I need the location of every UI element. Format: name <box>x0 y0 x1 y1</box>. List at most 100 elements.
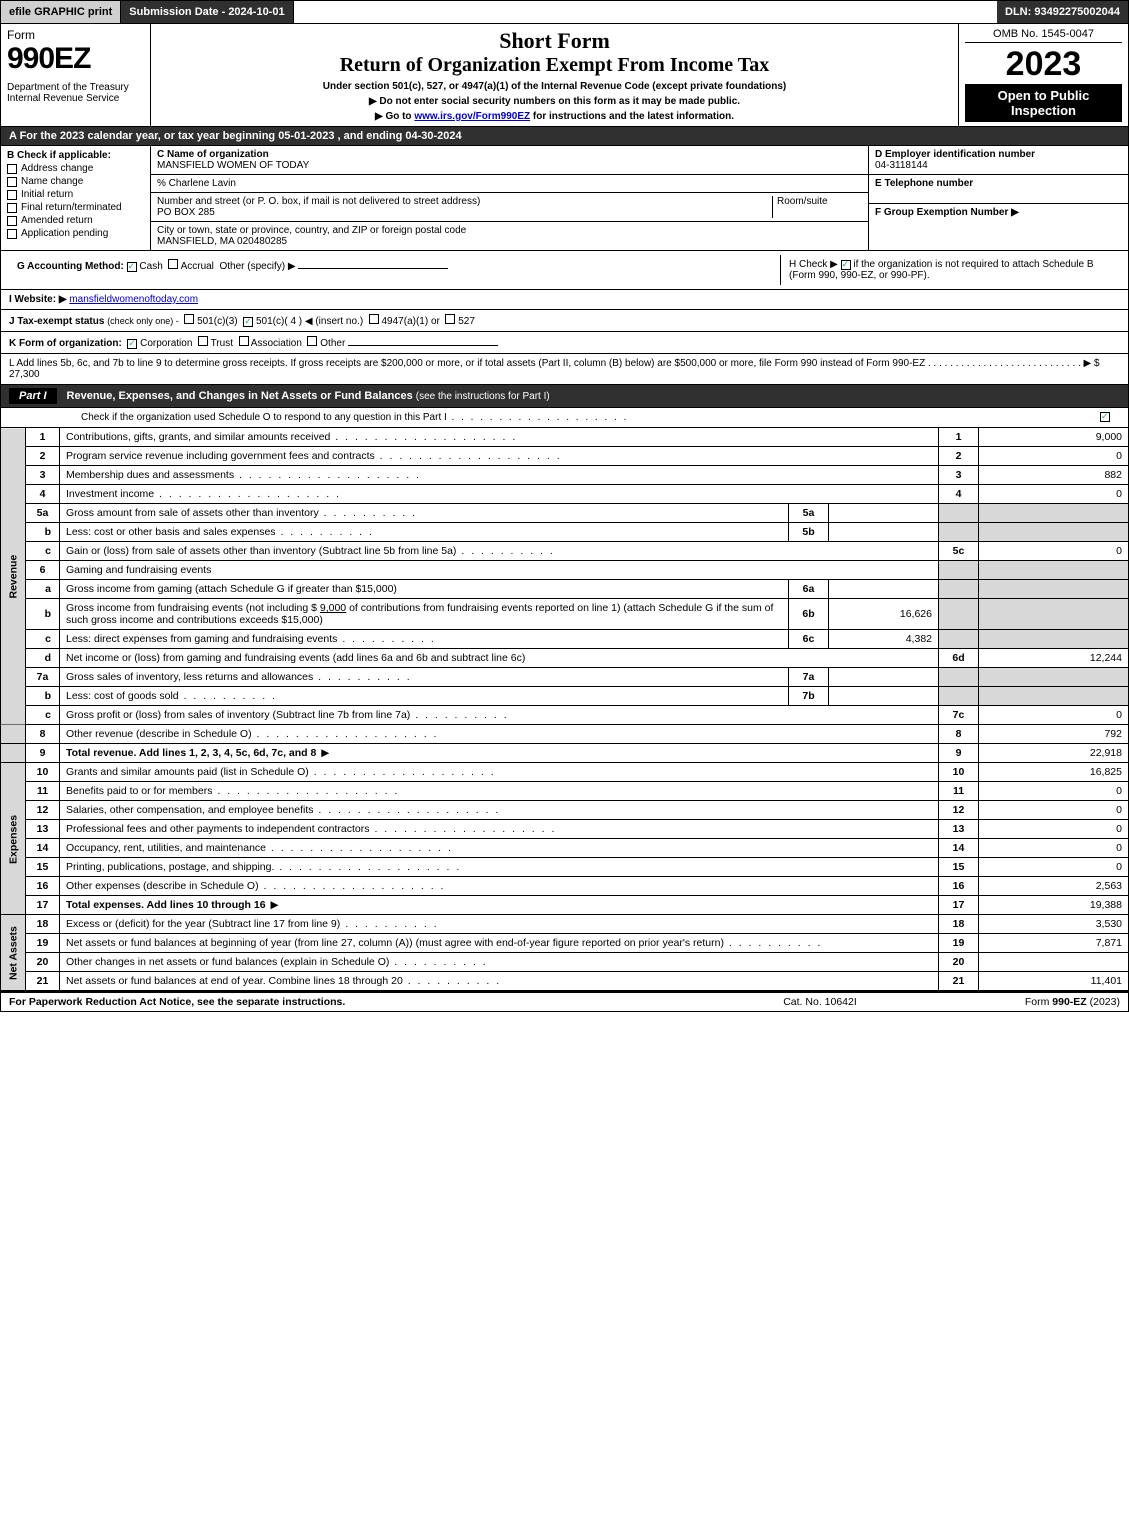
ld: Other expenses (describe in Schedule O) <box>60 877 939 896</box>
k-other-input[interactable] <box>348 345 498 346</box>
line-5b: bLess: cost or other basis and sales exp… <box>1 523 1129 542</box>
l6b-t1: Gross income from fundraising events (no… <box>66 602 320 614</box>
website-link[interactable]: mansfieldwomenoftoday.com <box>69 294 198 305</box>
line-6b: b Gross income from fundraising events (… <box>1 599 1129 630</box>
lv: 0 <box>979 858 1129 877</box>
chk-label: Initial return <box>21 189 73 200</box>
submission-date-button[interactable]: Submission Date - 2024-10-01 <box>121 1 293 23</box>
note2-post: for instructions and the latest informat… <box>530 111 734 122</box>
chk-label: Final return/terminated <box>21 202 122 213</box>
l-text: L Add lines 5b, 6c, and 7b to line 9 to … <box>9 358 1100 369</box>
ld-9: Total revenue. Add lines 1, 2, 3, 4, 5c,… <box>60 744 939 763</box>
chk-4947[interactable] <box>369 314 379 324</box>
chk-initial-return[interactable]: Initial return <box>7 189 144 200</box>
lv <box>979 953 1129 972</box>
chk-527[interactable] <box>445 314 455 324</box>
gray-cell <box>979 523 1129 542</box>
irs-link[interactable]: www.irs.gov/Form990EZ <box>414 111 530 122</box>
ld-17: Total expenses. Add lines 10 through 16 <box>60 896 939 915</box>
gray-cell <box>979 687 1129 706</box>
g-other: Other (specify) ▶ <box>219 261 295 272</box>
lv: 22,918 <box>979 744 1129 763</box>
side-blank <box>1 725 26 744</box>
g-cash: Cash <box>139 261 162 272</box>
ld: Less: cost or other basis and sales expe… <box>60 523 789 542</box>
k-o3: Association <box>251 338 302 349</box>
ln: 7a <box>26 668 60 687</box>
mini-label: 7a <box>789 668 829 687</box>
d-ein-cell: D Employer identification number 04-3118… <box>869 146 1128 175</box>
j-o2: 501(c)( 4 ) ◀ (insert no.) <box>256 316 363 327</box>
gray-cell <box>939 523 979 542</box>
lr: 16 <box>939 877 979 896</box>
chk-amended-return[interactable]: Amended return <box>7 215 144 226</box>
short-form-title: Short Form <box>157 28 952 54</box>
g-accrual: Accrual <box>181 261 214 272</box>
chk-name-change[interactable]: Name change <box>7 176 144 187</box>
part-i-header: Part I Revenue, Expenses, and Changes in… <box>0 385 1129 408</box>
dln-label: DLN: 93492275002044 <box>997 1 1128 23</box>
g-label: G Accounting Method: <box>17 261 124 272</box>
efile-print-button[interactable]: efile GRAPHIC print <box>1 1 121 23</box>
gray-cell <box>939 630 979 649</box>
lv: 3,530 <box>979 915 1129 934</box>
form-word: Form <box>7 28 144 42</box>
chk-address-change[interactable]: Address change <box>7 163 144 174</box>
chk-final-return[interactable]: Final return/terminated <box>7 202 144 213</box>
footer-r-pre: Form <box>1025 996 1052 1008</box>
line-9: 9Total revenue. Add lines 1, 2, 3, 4, 5c… <box>1 744 1129 763</box>
row-j-tax-exempt: J Tax-exempt status (check only one) - 5… <box>0 310 1129 332</box>
k-o2: Trust <box>211 338 233 349</box>
chk-trust[interactable] <box>198 336 208 346</box>
ld-6b: Gross income from fundraising events (no… <box>60 599 789 630</box>
side-revenue: Revenue <box>1 428 26 725</box>
line-6d: dNet income or (loss) from gaming and fu… <box>1 649 1129 668</box>
chk-schedule-o[interactable] <box>1100 412 1110 422</box>
line-19: 19Net assets or fund balances at beginni… <box>1 934 1129 953</box>
j-o4: 527 <box>458 316 475 327</box>
line-3: 3Membership dues and assessments3882 <box>1 466 1129 485</box>
lv: 0 <box>979 801 1129 820</box>
chk-corp[interactable] <box>127 339 137 349</box>
ld: Net assets or fund balances at beginning… <box>60 934 939 953</box>
chk-cash[interactable] <box>127 262 137 272</box>
row-l-gross-receipts: L Add lines 5b, 6c, and 7b to line 9 to … <box>0 354 1129 385</box>
line-21: 21Net assets or fund balances at end of … <box>1 972 1129 991</box>
part-i-title: Revenue, Expenses, and Changes in Net As… <box>67 390 550 402</box>
side-net-assets: Net Assets <box>1 915 26 991</box>
ld: Gross amount from sale of assets other t… <box>60 504 789 523</box>
gray-cell <box>939 504 979 523</box>
c-addr-cell: Number and street (or P. O. box, if mail… <box>151 193 868 222</box>
mini-label: 5a <box>789 504 829 523</box>
chk-501c[interactable] <box>243 317 253 327</box>
ld: Grants and similar amounts paid (list in… <box>60 763 939 782</box>
chk-h[interactable] <box>841 260 851 270</box>
city-value: MANSFIELD, MA 020480285 <box>157 236 287 247</box>
chk-assoc[interactable] <box>239 336 249 346</box>
ln: 13 <box>26 820 60 839</box>
ld: Less: cost of goods sold <box>60 687 789 706</box>
lr: 1 <box>939 428 979 447</box>
line-15: 15Printing, publications, postage, and s… <box>1 858 1129 877</box>
line-5c: cGain or (loss) from sale of assets othe… <box>1 542 1129 561</box>
lr: 8 <box>939 725 979 744</box>
lr: 9 <box>939 744 979 763</box>
line-20: 20Other changes in net assets or fund ba… <box>1 953 1129 972</box>
ln: 16 <box>26 877 60 896</box>
chk-501c3[interactable] <box>184 314 194 324</box>
line-2: 2Program service revenue including gover… <box>1 447 1129 466</box>
ln: 10 <box>26 763 60 782</box>
mini-value: 4,382 <box>829 630 939 649</box>
lv: 0 <box>979 782 1129 801</box>
k-o4: Other <box>320 338 345 349</box>
g-other-input[interactable] <box>298 268 448 269</box>
chk-application-pending[interactable]: Application pending <box>7 228 144 239</box>
chk-accrual[interactable] <box>168 259 178 269</box>
mini-value <box>829 687 939 706</box>
c-pct-cell: % Charlene Lavin <box>151 175 868 193</box>
chk-other[interactable] <box>307 336 317 346</box>
ld: Gain or (loss) from sale of assets other… <box>60 542 939 561</box>
row-i-website: I Website: ▶ mansfieldwomenoftoday.com <box>0 290 1129 310</box>
form-header: Form 990EZ Department of the Treasury In… <box>0 24 1129 127</box>
line-16: 16Other expenses (describe in Schedule O… <box>1 877 1129 896</box>
